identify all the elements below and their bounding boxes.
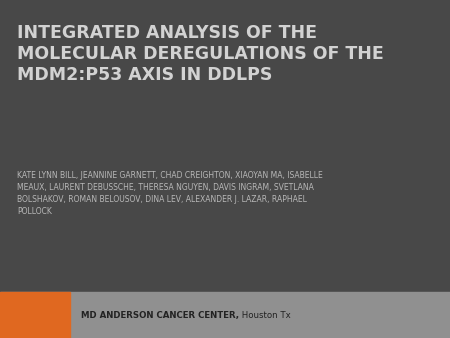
Text: KATE LYNN BILL, JEANNINE GARNETT, CHAD CREIGHTON, XIAOYAN MA, ISABELLE
MEAUX, LA: KATE LYNN BILL, JEANNINE GARNETT, CHAD C… — [17, 171, 323, 216]
Bar — [0, 292, 70, 338]
Text: MD ANDERSON CANCER CENTER,: MD ANDERSON CANCER CENTER, — [81, 311, 239, 320]
Text: Houston Tx: Houston Tx — [239, 311, 291, 320]
Bar — [0, 292, 450, 338]
Text: INTEGRATED ANALYSIS OF THE
MOLECULAR DEREGULATIONS OF THE
MDM2:P53 AXIS IN DDLPS: INTEGRATED ANALYSIS OF THE MOLECULAR DER… — [17, 24, 384, 84]
